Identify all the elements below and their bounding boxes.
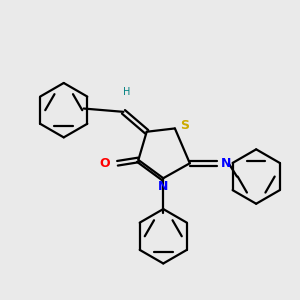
Text: O: O — [100, 157, 110, 170]
Text: S: S — [180, 119, 189, 132]
Text: H: H — [123, 87, 130, 97]
Text: N: N — [158, 180, 169, 193]
Text: N: N — [221, 157, 232, 170]
